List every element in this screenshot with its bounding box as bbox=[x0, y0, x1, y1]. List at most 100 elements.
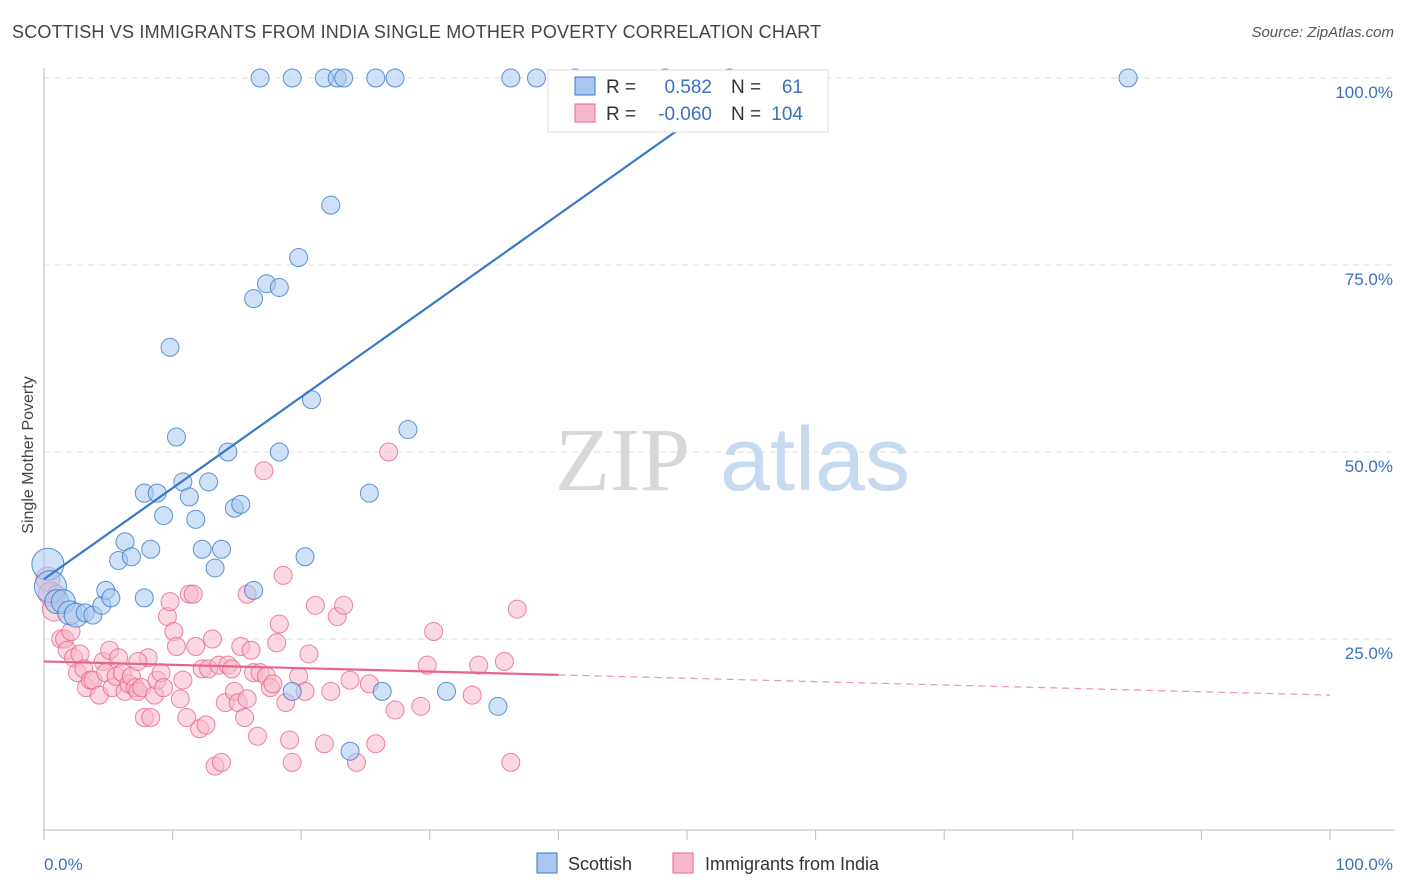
india-point bbox=[241, 640, 261, 660]
india-point bbox=[177, 708, 197, 728]
india-point bbox=[202, 629, 222, 649]
blue-points bbox=[31, 68, 1138, 761]
scottish-point bbox=[250, 68, 270, 88]
scottish-point bbox=[211, 539, 231, 559]
scottish-point bbox=[488, 696, 508, 716]
scottish-point bbox=[101, 588, 121, 608]
scottish-point bbox=[269, 442, 289, 462]
india-point bbox=[160, 592, 180, 612]
stats-n-label-india: N = bbox=[731, 104, 761, 125]
scottish-point bbox=[437, 681, 457, 701]
scottish-point bbox=[141, 539, 161, 559]
india-point bbox=[235, 708, 255, 728]
india-point bbox=[424, 622, 444, 642]
chart-title: SCOTTISH VS IMMIGRANTS FROM INDIA SINGLE… bbox=[12, 22, 822, 42]
scottish-point bbox=[385, 68, 405, 88]
watermark-atlas: atlas bbox=[720, 410, 910, 510]
scottish-point bbox=[192, 539, 212, 559]
stats-n-value-scottish: 61 bbox=[782, 77, 803, 98]
legend-swatch-india bbox=[672, 852, 694, 874]
india-point bbox=[237, 689, 257, 709]
scottish-point bbox=[359, 483, 379, 503]
bottom-legend: Scottish Immigrants from India bbox=[536, 852, 880, 874]
india-point bbox=[501, 752, 521, 772]
y-ticks: 25.0% 50.0% 75.0% 100.0% bbox=[1335, 83, 1393, 663]
scottish-point bbox=[218, 442, 238, 462]
india-point bbox=[173, 670, 193, 690]
india-point bbox=[273, 565, 293, 585]
legend-label-scottish: Scottish bbox=[568, 854, 632, 874]
scottish-point bbox=[398, 420, 418, 440]
india-point bbox=[269, 614, 289, 634]
scottish-point bbox=[205, 558, 225, 578]
x-tick-min: 0.0% bbox=[44, 855, 83, 874]
y-tick-label-3: 100.0% bbox=[1335, 83, 1393, 102]
india-point bbox=[186, 636, 206, 656]
scottish-point bbox=[334, 68, 354, 88]
scottish-point bbox=[501, 68, 521, 88]
stats-swatch-scottish bbox=[574, 76, 596, 96]
stats-r-label-scottish: R = bbox=[606, 77, 636, 98]
scottish-point bbox=[179, 487, 199, 507]
watermark-zip: ZIP bbox=[555, 411, 690, 510]
y-tick-label-1: 50.0% bbox=[1345, 457, 1393, 476]
stats-r-value-scottish: 0.582 bbox=[664, 77, 712, 98]
x-tick-max: 100.0% bbox=[1335, 855, 1393, 874]
india-point bbox=[183, 584, 203, 604]
scottish-point bbox=[321, 195, 341, 215]
gridlines bbox=[44, 77, 1395, 640]
india-point bbox=[170, 689, 190, 709]
india-point bbox=[321, 681, 341, 701]
india-point bbox=[254, 461, 274, 481]
scottish-point bbox=[186, 509, 206, 529]
india-point bbox=[222, 659, 242, 679]
india-point bbox=[154, 678, 174, 698]
india-point bbox=[128, 651, 148, 671]
scottish-point bbox=[366, 68, 386, 88]
scottish-point bbox=[160, 337, 180, 357]
scottish-point bbox=[269, 277, 289, 297]
india-point bbox=[196, 715, 216, 735]
y-axis-label: Single Mother Poverty bbox=[20, 376, 37, 533]
scottish-point bbox=[154, 506, 174, 526]
india-point bbox=[166, 636, 186, 656]
india-point bbox=[314, 734, 334, 754]
scottish-point bbox=[282, 681, 302, 701]
y-tick-label-2: 75.0% bbox=[1345, 270, 1393, 289]
scottish-point bbox=[231, 494, 251, 514]
scottish-point bbox=[289, 248, 309, 268]
india-point bbox=[366, 734, 386, 754]
scottish-point bbox=[295, 547, 315, 567]
stats-n-value-india: 104 bbox=[771, 104, 803, 125]
scottish-point bbox=[199, 472, 219, 492]
stats-r-value-india: -0.060 bbox=[658, 104, 712, 125]
legend-swatch-scottish bbox=[536, 852, 558, 874]
stats-n-label-scottish: N = bbox=[731, 77, 761, 98]
india-point bbox=[462, 685, 482, 705]
y-tick-label-0: 25.0% bbox=[1345, 644, 1393, 663]
scottish-point bbox=[121, 547, 141, 567]
india-point bbox=[379, 442, 399, 462]
watermark: ZIP atlas bbox=[555, 410, 910, 510]
india-point bbox=[263, 674, 283, 694]
india-point bbox=[507, 599, 527, 619]
scottish-point bbox=[282, 68, 302, 88]
scottish-point bbox=[166, 427, 186, 447]
india-point bbox=[417, 655, 437, 675]
trend-line-scottish bbox=[43, 77, 752, 581]
scottish-point bbox=[1118, 68, 1138, 88]
scottish-point bbox=[340, 741, 360, 761]
india-point bbox=[305, 595, 325, 615]
india-point bbox=[340, 670, 360, 690]
india-point bbox=[334, 595, 354, 615]
india-point bbox=[141, 708, 161, 728]
stats-r-label-india: R = bbox=[606, 104, 636, 125]
india-point bbox=[282, 752, 302, 772]
scottish-point bbox=[244, 580, 264, 600]
stats-swatch-india bbox=[574, 103, 596, 123]
scottish-point bbox=[244, 289, 264, 309]
trend-line-india-extrapolated bbox=[558, 674, 1331, 696]
legend-label-india: Immigrants from India bbox=[705, 854, 880, 874]
stats-legend: R = 0.582 N = 61 R = -0.060 N = 104 bbox=[547, 69, 829, 133]
